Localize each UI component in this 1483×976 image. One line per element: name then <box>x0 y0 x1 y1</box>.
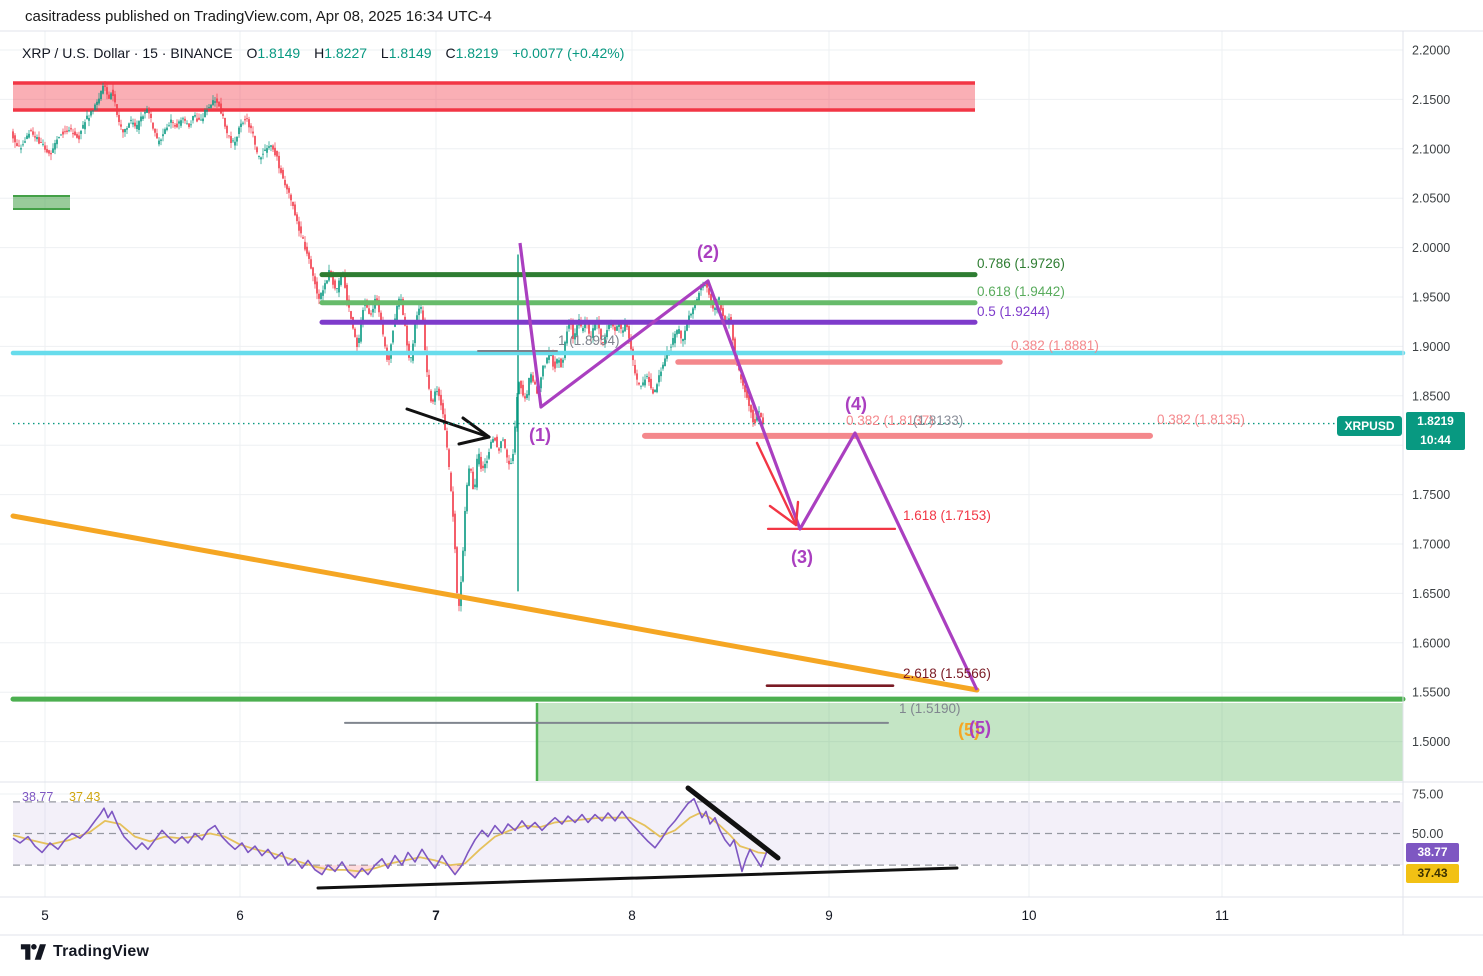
bar-countdown: 10:44 <box>1420 433 1451 447</box>
time-tick-6: 6 <box>236 908 244 923</box>
price-tick-2.0500: 2.0500 <box>1412 192 1450 206</box>
elliott-wave-path[interactable] <box>518 242 979 691</box>
price-tick-1.7500: 1.7500 <box>1412 488 1450 502</box>
time-tick-9: 9 <box>825 908 833 923</box>
time-tick-10: 10 <box>1021 908 1036 923</box>
resistance-zone[interactable] <box>13 83 975 110</box>
fib-label-10: 1 (1.5190) <box>899 701 961 716</box>
fib-label-6: (1.8133) <box>913 413 963 428</box>
red-arrow-head-1 <box>794 500 800 527</box>
wave-label-5-shadow: (5) <box>958 720 980 740</box>
fib-label-0: 0.786 (1.9726) <box>977 256 1065 271</box>
price-tick-1.8500: 1.8500 <box>1412 389 1450 403</box>
tradingview-brand-text: TradingView <box>53 943 150 960</box>
price-tick-1.6500: 1.6500 <box>1412 587 1450 601</box>
fib-label-4: 1 (1.8954) <box>558 333 620 348</box>
price-tick-1.9000: 1.9000 <box>1412 340 1450 354</box>
time-tick-5: 5 <box>41 908 49 923</box>
symbol-title: XRP / U.S. Dollar · 15 · BINANCE <box>22 45 233 61</box>
ohlc-change: +0.0077 (+0.42%) <box>512 45 625 61</box>
symbol-price-tag: XRPUSD <box>1337 416 1402 436</box>
symbol-legend[interactable]: XRP / U.S. Dollar · 15 · BINANCE O1.8149… <box>22 45 624 61</box>
last-price-value: 1.8219 <box>1417 414 1454 428</box>
rsi-support-line[interactable] <box>316 866 959 890</box>
fib-label-7: 0.382 (1.8135) <box>1157 412 1245 427</box>
wave-label-1: (1) <box>529 425 551 445</box>
fib-label-3: 0.382 (1.8881) <box>1011 338 1099 353</box>
minor-supply-band[interactable] <box>13 196 70 209</box>
last-price-badge: 1.8219 10:44 <box>1406 412 1465 450</box>
black-arrow-head-0 <box>461 416 491 439</box>
ohlc-open-value: 1.8149 <box>257 45 301 61</box>
fib-label-9: 2.618 (1.5566) <box>903 666 991 681</box>
ohlc-low-label: L <box>380 45 389 61</box>
time-tick-11: 11 <box>1215 908 1229 923</box>
fib-label-8: 1.618 (1.7153) <box>903 508 991 523</box>
time-tick-8: 8 <box>628 908 636 923</box>
rsi-oversold-fill <box>448 865 462 875</box>
price-tick-2.2000: 2.2000 <box>1412 44 1450 58</box>
price-tick-1.6000: 1.6000 <box>1412 636 1450 650</box>
demand-zone[interactable] <box>537 703 1403 781</box>
price-tick-1.5000: 1.5000 <box>1412 735 1450 749</box>
ohlc-high-label: H <box>314 45 325 61</box>
ohlc-high-value: 1.8227 <box>324 45 368 61</box>
fib-label-5: 0.382 (1.8137) <box>846 413 934 428</box>
wave-label-5: (5) <box>969 718 991 738</box>
price-tick-1.5500: 1.5500 <box>1412 686 1450 700</box>
tradingview-logo-icon <box>20 944 46 960</box>
wave-label-4: (4) <box>845 394 867 414</box>
ohlc-low-value: 1.8149 <box>388 45 432 61</box>
black-arrow-head-1 <box>457 435 491 446</box>
wave-label-2: (2) <box>697 242 719 262</box>
fib-label-1: 0.618 (1.9442) <box>977 284 1065 299</box>
price-tick-1.7000: 1.7000 <box>1412 538 1450 552</box>
fib-label-2: 0.5 (1.9244) <box>977 304 1050 319</box>
price-tick-2.1500: 2.1500 <box>1412 93 1450 107</box>
rsi-tick-50.00: 50.00 <box>1412 827 1443 841</box>
ohlc-close-label: C <box>445 45 456 61</box>
rsi-value-inline: 38.77 <box>22 790 54 804</box>
tradingview-footer[interactable]: TradingView <box>20 942 149 962</box>
rsi-divergence-line[interactable] <box>685 785 781 861</box>
time-tick-7: 7 <box>432 908 440 923</box>
rsi-value-badge: 38.77 <box>1406 843 1459 862</box>
rsi-ma-value-badge: 37.43 <box>1406 864 1459 883</box>
red-arrow-head-0 <box>768 504 798 527</box>
price-tick-2.0000: 2.0000 <box>1412 241 1450 255</box>
rsi-ma-value-inline: 37.43 <box>69 790 101 804</box>
price-tick-1.9500: 1.9500 <box>1412 291 1450 305</box>
ohlc-close-value: 1.8219 <box>455 45 499 61</box>
publish-attribution: casitradess published on TradingView.com… <box>25 8 492 25</box>
rsi-tick-75.00: 75.00 <box>1412 788 1443 802</box>
ohlc-open-label: O <box>246 45 258 61</box>
red-arrow[interactable] <box>755 441 798 527</box>
price-tick-2.1000: 2.1000 <box>1412 142 1450 156</box>
descending-trendline[interactable] <box>10 513 980 693</box>
wave-label-3: (3) <box>791 547 813 567</box>
rsi-line <box>12 797 768 879</box>
